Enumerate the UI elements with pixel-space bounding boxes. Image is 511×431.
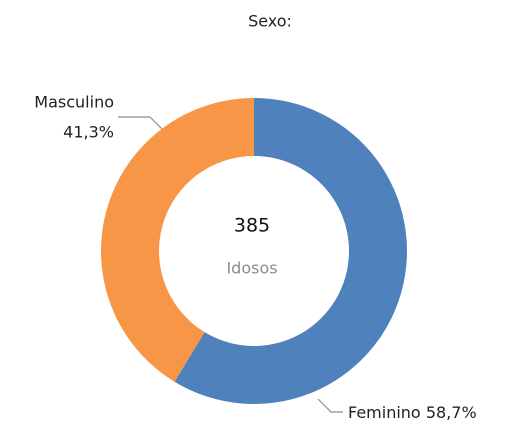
slice-category: Feminino: [348, 403, 421, 422]
donut-slice: [174, 98, 408, 405]
center-value: 385: [234, 215, 270, 237]
donut: [101, 98, 408, 405]
leader-line: [317, 398, 343, 413]
slice-label: Feminino 58,7%: [348, 403, 477, 422]
slice-value-label: 41,3%: [63, 123, 114, 142]
slice-label: Masculino: [34, 93, 114, 112]
donut-slice: [101, 98, 255, 382]
chart-title: Sexo:: [248, 12, 292, 31]
center-label: Idosos: [226, 259, 277, 278]
leader-line: [118, 116, 163, 130]
slice-value-label: 58,7%: [426, 403, 477, 422]
